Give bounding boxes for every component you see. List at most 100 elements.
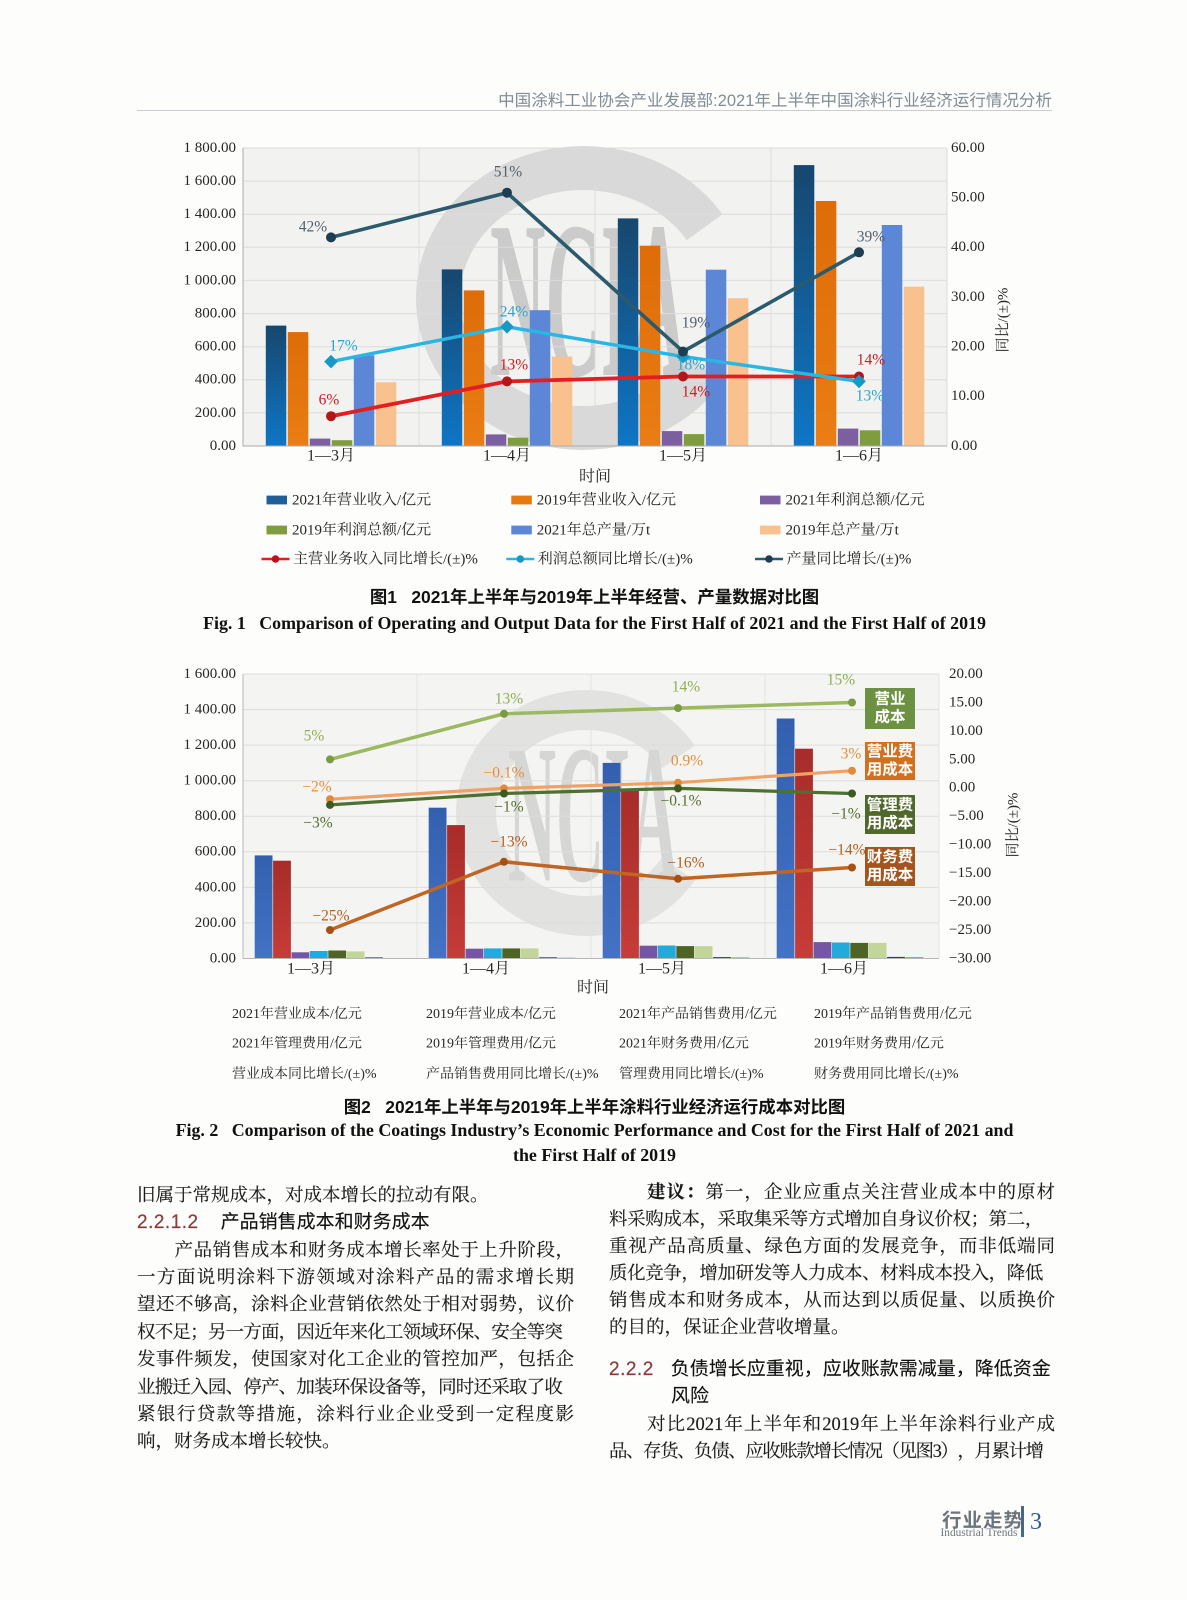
svg-text:管理费用同比增长/(±)%: 管理费用同比增长/(±)% <box>619 1066 764 1082</box>
svg-text:成本: 成本 <box>874 708 906 726</box>
svg-text:0.9%: 0.9% <box>671 753 703 770</box>
svg-text:20.00: 20.00 <box>951 339 985 355</box>
svg-text:时间: 时间 <box>577 979 609 997</box>
svg-text:1 400.00: 1 400.00 <box>184 206 237 222</box>
svg-text:−2%: −2% <box>302 779 331 796</box>
svg-text:1 800.00: 1 800.00 <box>184 140 237 156</box>
svg-text:−20.00: −20.00 <box>949 894 991 910</box>
svg-text:50.00: 50.00 <box>951 190 985 206</box>
svg-text:5.00: 5.00 <box>949 751 975 767</box>
svg-text:17%: 17% <box>329 338 358 355</box>
svg-text:−0.1%: −0.1% <box>483 765 524 782</box>
svg-text:15%: 15% <box>827 672 856 689</box>
svg-text:−10.00: −10.00 <box>949 837 991 853</box>
svg-text:2021年营业成本/亿元: 2021年营业成本/亿元 <box>232 1006 362 1022</box>
svg-text:42%: 42% <box>299 219 328 236</box>
svg-text:40.00: 40.00 <box>951 239 985 255</box>
svg-text:2021年总产量/万t: 2021年总产量/万t <box>537 521 651 538</box>
svg-text:14%: 14% <box>857 352 886 369</box>
svg-text:管理费: 管理费 <box>867 796 914 814</box>
svg-text:14%: 14% <box>682 384 711 401</box>
svg-text:24%: 24% <box>500 304 529 321</box>
svg-text:用成本: 用成本 <box>867 814 914 832</box>
svg-text:产品销售费用同比增长/(±)%: 产品销售费用同比增长/(±)% <box>426 1066 599 1082</box>
svg-text:2021年利润总额/亿元: 2021年利润总额/亿元 <box>786 491 925 508</box>
svg-text:13%: 13% <box>500 357 529 374</box>
svg-text:−25.00: −25.00 <box>949 922 991 938</box>
svg-text:1—6月: 1—6月 <box>820 961 868 978</box>
svg-text:10.00: 10.00 <box>949 723 983 739</box>
svg-text:20.00: 20.00 <box>949 666 983 682</box>
svg-text:−14%: −14% <box>828 842 865 859</box>
svg-text:1—4月: 1—4月 <box>483 448 531 465</box>
svg-text:0.00: 0.00 <box>210 438 236 454</box>
svg-text:1 000.00: 1 000.00 <box>184 272 237 288</box>
svg-text:利润总额同比增长/(±)%: 利润总额同比增长/(±)% <box>538 550 693 567</box>
svg-text:产量同比增长/(±)%: 产量同比增长/(±)% <box>787 550 912 567</box>
svg-text:60.00: 60.00 <box>951 140 985 156</box>
svg-text:10.00: 10.00 <box>951 388 985 404</box>
svg-text:财务费用同比增长/(±)%: 财务费用同比增长/(±)% <box>814 1066 959 1082</box>
svg-text:0.00: 0.00 <box>210 950 236 966</box>
svg-text:1—5月: 1—5月 <box>638 961 686 978</box>
svg-text:30.00: 30.00 <box>951 289 985 305</box>
svg-text:−16%: −16% <box>667 855 704 872</box>
svg-text:600.00: 600.00 <box>195 844 236 860</box>
svg-text:NCIA: NCIA <box>508 705 678 924</box>
svg-text:2019年产品销售费用/亿元: 2019年产品销售费用/亿元 <box>814 1006 972 1022</box>
svg-text:5%: 5% <box>304 728 325 745</box>
svg-text:13%: 13% <box>495 691 524 708</box>
svg-text:200.00: 200.00 <box>195 915 236 931</box>
svg-text:3%: 3% <box>841 746 862 763</box>
svg-text:−3%: −3% <box>303 815 332 832</box>
svg-text:800.00: 800.00 <box>195 306 236 322</box>
svg-text:2021年产品销售费用/亿元: 2021年产品销售费用/亿元 <box>619 1006 777 1022</box>
svg-text:1 400.00: 1 400.00 <box>184 702 237 718</box>
svg-text:1 600.00: 1 600.00 <box>184 173 237 189</box>
svg-text:1 200.00: 1 200.00 <box>184 737 237 753</box>
svg-text:39%: 39% <box>857 229 886 246</box>
svg-text:−0.1%: −0.1% <box>660 793 701 810</box>
svg-text:15.00: 15.00 <box>949 694 983 710</box>
svg-text:400.00: 400.00 <box>195 372 236 388</box>
svg-text:2019年营业成本/亿元: 2019年营业成本/亿元 <box>426 1006 556 1022</box>
svg-text:2021年财务费用/亿元: 2021年财务费用/亿元 <box>619 1036 749 1052</box>
svg-text:−5.00: −5.00 <box>949 808 984 824</box>
svg-text:0.00: 0.00 <box>951 438 977 454</box>
svg-text:时间: 时间 <box>579 468 611 486</box>
svg-text:800.00: 800.00 <box>195 808 236 824</box>
svg-text:用成本: 用成本 <box>867 761 914 779</box>
svg-text:财务费: 财务费 <box>867 848 914 866</box>
svg-text:−30.00: −30.00 <box>949 950 991 966</box>
svg-text:1—4月: 1—4月 <box>462 961 510 978</box>
svg-text:2021年营业收入/亿元: 2021年营业收入/亿元 <box>292 491 431 508</box>
svg-text:14%: 14% <box>672 679 701 696</box>
svg-text:营业成本同比增长/(±)%: 营业成本同比增长/(±)% <box>232 1066 377 1082</box>
svg-text:1—5月: 1—5月 <box>659 448 707 465</box>
svg-text:同比/(±)%: 同比/(±)% <box>1004 793 1021 858</box>
svg-text:1—3月: 1—3月 <box>287 961 335 978</box>
svg-text:营业费: 营业费 <box>867 743 914 761</box>
svg-text:−15.00: −15.00 <box>949 865 991 881</box>
svg-text:19%: 19% <box>682 315 711 332</box>
svg-text:2019年财务费用/亿元: 2019年财务费用/亿元 <box>814 1036 944 1052</box>
svg-text:200.00: 200.00 <box>195 405 236 421</box>
svg-text:51%: 51% <box>494 164 523 181</box>
svg-text:2019年营业收入/亿元: 2019年营业收入/亿元 <box>537 491 676 508</box>
svg-text:2019年总产量/万t: 2019年总产量/万t <box>786 521 900 538</box>
svg-text:600.00: 600.00 <box>195 339 236 355</box>
svg-text:1 200.00: 1 200.00 <box>184 239 237 255</box>
svg-text:用成本: 用成本 <box>867 866 914 884</box>
svg-text:−25%: −25% <box>312 908 349 925</box>
svg-text:2021年管理费用/亿元: 2021年管理费用/亿元 <box>232 1036 362 1052</box>
svg-text:−1%: −1% <box>831 806 860 823</box>
svg-text:营业: 营业 <box>874 690 905 708</box>
svg-text:13%: 13% <box>856 388 885 405</box>
svg-text:1—6月: 1—6月 <box>835 448 883 465</box>
svg-text:400.00: 400.00 <box>195 879 236 895</box>
svg-text:2019年管理费用/亿元: 2019年管理费用/亿元 <box>426 1036 556 1052</box>
svg-text:0.00: 0.00 <box>949 780 975 796</box>
svg-text:同比/(±)%: 同比/(±)% <box>994 288 1011 353</box>
svg-text:2019年利润总额/亿元: 2019年利润总额/亿元 <box>292 521 431 538</box>
svg-text:18%: 18% <box>677 357 706 374</box>
